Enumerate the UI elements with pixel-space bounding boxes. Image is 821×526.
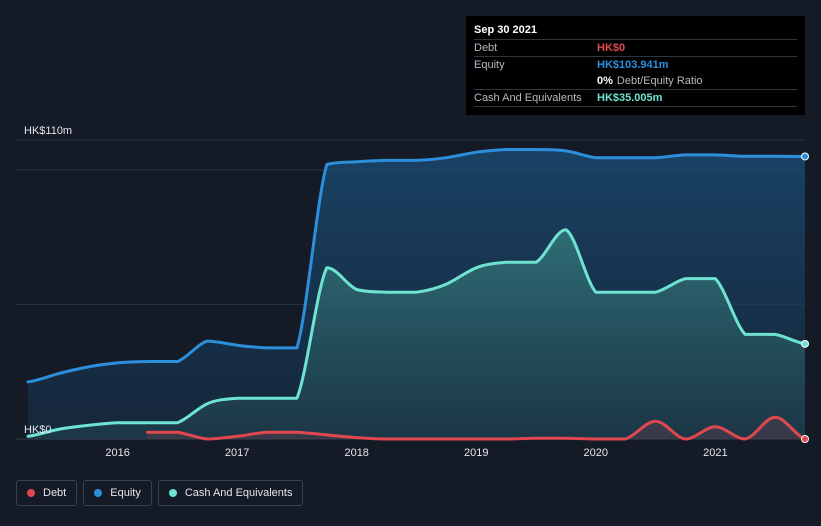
- tooltip-debt-label: Debt: [474, 42, 498, 54]
- tooltip-equity-value: HK$103.941m: [597, 59, 669, 71]
- equity-dot-icon: [94, 489, 103, 497]
- cash-end-point: [801, 339, 809, 348]
- y-tick-label: HK$110m: [24, 125, 72, 137]
- tooltip-row-debt: Debt HK$0: [474, 39, 797, 56]
- x-tick-label: 2017: [225, 447, 249, 459]
- legend-item-equity[interactable]: Equity: [83, 480, 152, 506]
- tooltip-cash-label: Cash And Equivalents: [474, 92, 582, 104]
- equity-line: [26, 148, 807, 384]
- legend-item-cash[interactable]: Cash And Equivalents: [157, 480, 304, 506]
- debt-line: [146, 415, 807, 441]
- legend-item-debt[interactable]: Debt: [16, 480, 78, 506]
- legend-label-cash: Cash And Equivalents: [184, 487, 293, 499]
- cash-line: [26, 228, 807, 438]
- tooltip-row-equity: Equity HK$103.941m: [474, 56, 797, 73]
- x-tick-label: 2019: [464, 447, 488, 459]
- legend-label-equity: Equity: [110, 487, 141, 499]
- tooltip-row-ratio: 0% Debt/Equity Ratio: [474, 73, 797, 89]
- legend: Debt Equity Cash And Equivalents: [16, 480, 304, 506]
- cash-area: [28, 229, 805, 439]
- tooltip-ratio-label: Debt/Equity Ratio: [616, 75, 703, 87]
- tooltip-cash-value: HK$35.005m: [597, 92, 663, 104]
- x-tick-label: 2020: [584, 447, 608, 459]
- tooltip-ratio-value: 0%: [597, 75, 613, 87]
- tooltip-equity-label: Equity: [474, 59, 505, 71]
- debt-end-point: [801, 435, 809, 443]
- cash-dot-icon: [168, 489, 177, 497]
- tooltip-debt-value: HK$0: [597, 42, 626, 54]
- x-tick-label: 2018: [344, 447, 368, 459]
- legend-label-debt: Debt: [43, 487, 67, 499]
- tooltip-panel: Sep 30 2021 Debt HK$0 Equity HK$103.941m…: [466, 16, 805, 115]
- equity-end-point: [801, 152, 809, 161]
- x-tick-label: 2021: [703, 447, 727, 459]
- tooltip-date: Sep 30 2021: [474, 24, 537, 36]
- debt-dot-icon: [27, 489, 35, 497]
- y-tick-label: HK$0: [24, 424, 52, 436]
- x-tick-label: 2016: [105, 447, 129, 459]
- tooltip-row-cash: Cash And Equivalents HK$35.005m: [474, 89, 797, 107]
